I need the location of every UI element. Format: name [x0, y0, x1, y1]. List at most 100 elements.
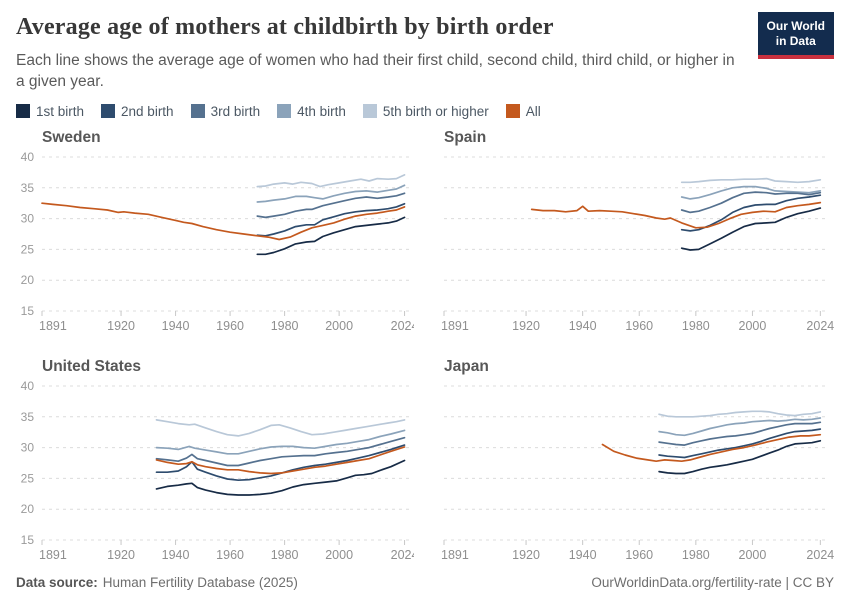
page-title: Average age of mothers at childbirth by … [16, 14, 554, 40]
x-tick-label: 2024 [391, 548, 414, 562]
chart-title-japan: Japan [444, 357, 489, 375]
x-tick-label: 1940 [569, 548, 597, 562]
data-source-value: Human Fertility Database (2025) [102, 575, 298, 590]
series-line-third-united-states [155, 436, 406, 467]
x-tick-label: 2024 [391, 319, 414, 333]
legend-label: 1st birth [36, 103, 85, 119]
x-tick-label: 1920 [107, 319, 135, 333]
x-tick-label: 2024 [806, 548, 834, 562]
chart-canvas-japan: 1891 1920 1940 1960 1980 2000 2024 [441, 385, 834, 562]
series-line-fifth-spain [680, 177, 822, 183]
chart-title-united-states: United States [42, 357, 142, 375]
series-line-fourth-japan [658, 416, 822, 436]
y-tick-label: 20 [21, 502, 35, 516]
x-tick-label: 1940 [162, 319, 190, 333]
x-tick-label: 1980 [271, 548, 299, 562]
x-tick-label: 1920 [512, 319, 540, 333]
legend-item-4th-birth[interactable]: 4th birth [277, 104, 346, 119]
chart-canvas-spain: 1891 1920 1940 1960 1980 2000 2024 [441, 156, 834, 333]
chart-cell-japan: Japan 1891 1920 1940 1960 1980 2000 2024 [436, 354, 836, 573]
credit-separator: | [781, 575, 793, 590]
x-tick-label: 1891 [39, 548, 67, 562]
x-tick-label: 1960 [216, 548, 244, 562]
legend-swatch [190, 104, 205, 119]
series-line-fifth-sweden [256, 173, 406, 188]
chart-cell-sweden: Sweden 15 20 25 30 35 40 1891 1920 1940 1960 1980 20… [16, 125, 419, 344]
series-line-first-sweden [256, 216, 406, 255]
owid-logo: Our World in Data [757, 12, 834, 59]
legend-swatch [505, 104, 520, 119]
x-tick-label: 1891 [441, 548, 469, 562]
x-tick-label: 2000 [325, 319, 353, 333]
data-source: Data source: Human Fertility Database (20… [16, 575, 298, 590]
chart-subtitle: Each line shows the average age of women… [16, 52, 735, 91]
x-tick-label: 2000 [325, 548, 353, 562]
series-line-second-sweden [256, 202, 406, 237]
x-tick-label: 2000 [739, 319, 767, 333]
series-line-all-spain [530, 201, 822, 229]
series-line-fourth-spain [680, 185, 822, 200]
y-tick-label: 35 [21, 410, 35, 424]
series-line-all-japan [601, 433, 822, 462]
legend-swatch [277, 104, 292, 119]
small-multiples-grid: Sweden 15 20 25 30 35 40 1891 1920 1940 1960 1980 20… [0, 119, 850, 573]
legend-item-2nd-birth[interactable]: 2nd birth [101, 104, 174, 119]
x-tick-label: 1960 [216, 319, 244, 333]
chart-title-sweden: Sweden [42, 128, 101, 146]
x-tick-label: 1891 [441, 319, 469, 333]
x-tick-label: 1980 [682, 548, 710, 562]
data-source-label: Data source: [16, 575, 98, 590]
y-tick-label: 40 [21, 379, 35, 393]
x-tick-label: 2000 [739, 548, 767, 562]
legend-label: 2nd birth [121, 103, 174, 119]
y-tick-label: 30 [21, 211, 35, 225]
series-line-third-japan [658, 421, 822, 446]
legend-swatch [101, 104, 116, 119]
chart-cell-united-states: United States 15 20 25 30 35 40 1891 1920 1940 196… [16, 354, 419, 573]
owid-logo-line2: in Data [775, 34, 816, 48]
chart-canvas-united-states: 15 20 25 30 35 40 1891 1920 1940 1960 1980 2000 2024 [21, 379, 419, 562]
y-tick-label: 25 [21, 242, 35, 256]
credit: OurWorldinData.org/fertility-rate | CC B… [591, 575, 834, 590]
x-tick-label: 1960 [625, 548, 653, 562]
x-tick-label: 1940 [162, 548, 190, 562]
y-tick-label: 25 [21, 471, 35, 485]
legend-item-5th-birth-or-higher[interactable]: 5th birth or higher [362, 103, 489, 119]
y-tick-label: 30 [21, 440, 35, 454]
y-tick-label: 15 [21, 304, 35, 318]
x-tick-label: 1891 [39, 319, 67, 333]
series-line-third-sweden [256, 192, 406, 219]
x-tick-label: 1920 [512, 548, 540, 562]
legend-label: 5th birth or higher [382, 103, 489, 119]
chart-canvas-sweden: 15 20 25 30 35 40 1891 1920 1940 1960 1980 2000 2024 [21, 150, 419, 333]
legend-label: 3rd birth [210, 103, 261, 119]
license-label: CC BY [792, 575, 834, 590]
chart-title-spain: Spain [444, 128, 487, 146]
chart-cell-spain: Spain 1891 1920 1940 1960 1980 2000 2024 [436, 125, 836, 344]
x-tick-label: 1980 [271, 319, 299, 333]
series-line-fourth-sweden [256, 184, 406, 203]
series-line-fifth-united-states [155, 418, 406, 437]
x-tick-label: 1920 [107, 548, 135, 562]
series-line-fifth-japan [658, 410, 822, 418]
legend-item-all[interactable]: All [505, 103, 541, 119]
x-tick-label: 1960 [625, 319, 653, 333]
series-line-third-spain [680, 190, 822, 214]
legend-label: All [525, 103, 541, 119]
series-line-first-united-states [155, 459, 406, 496]
legend-swatch [362, 104, 377, 119]
owid-url-link[interactable]: OurWorldinData.org/fertility-rate [591, 575, 782, 590]
legend-item-1st-birth[interactable]: 1st birth [16, 104, 84, 119]
y-tick-label: 35 [21, 181, 35, 195]
series-line-first-japan [658, 439, 822, 475]
x-tick-label: 1940 [569, 319, 597, 333]
y-tick-label: 15 [21, 533, 35, 547]
chart-footer: Data source: Human Fertility Database (20… [16, 575, 834, 590]
chart-header: Average age of mothers at childbirth by … [0, 0, 850, 119]
series-line-first-spain [680, 206, 822, 251]
legend-item-3rd-birth[interactable]: 3rd birth [190, 103, 261, 119]
owid-logo-line1: Our World [766, 19, 825, 33]
series-line-second-spain [680, 194, 822, 232]
legend-swatch [16, 104, 30, 119]
